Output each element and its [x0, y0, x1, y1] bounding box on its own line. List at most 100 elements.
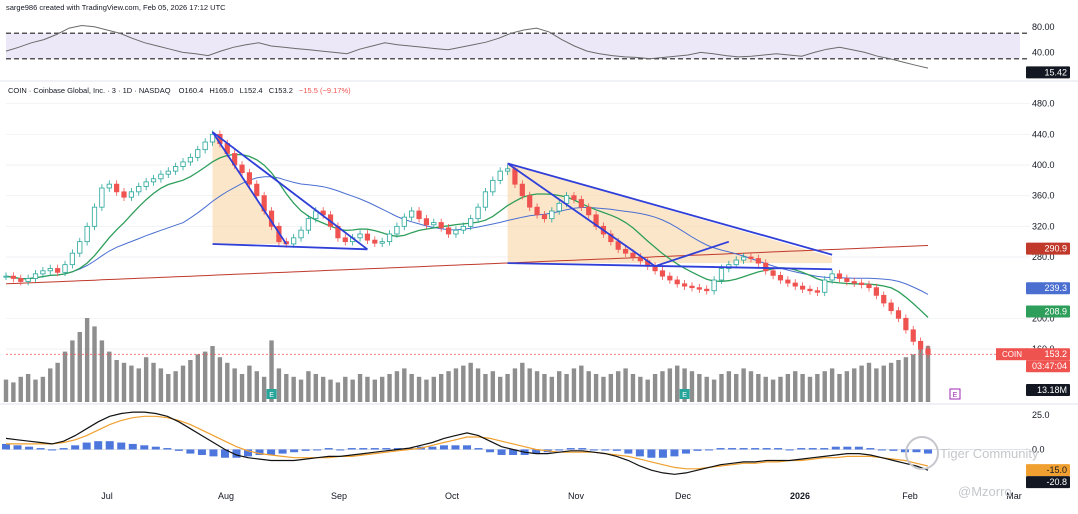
candle-body	[659, 270, 666, 277]
candle-body	[925, 348, 931, 355]
volume-bar	[741, 368, 746, 402]
volume-bar	[239, 374, 245, 402]
candle-body	[918, 340, 924, 350]
macd-hist-bar	[301, 449, 310, 451]
candle-body	[416, 210, 422, 220]
volume-bar	[40, 376, 46, 402]
candle-body	[180, 161, 186, 167]
volume-bar	[881, 365, 886, 402]
rsi-tick-40: 40.00	[1032, 47, 1055, 57]
volume-bar	[180, 365, 186, 402]
candle-body	[586, 206, 592, 216]
event-marker-label: E	[953, 392, 958, 399]
macd-hist-bar	[2, 443, 10, 450]
macd-hist-bar	[105, 441, 114, 450]
volume-bar	[151, 362, 156, 402]
handle-watermark: @Mzorro	[958, 484, 1012, 499]
volume-bar	[734, 374, 739, 402]
macd-hist-bar	[785, 449, 794, 451]
volume-bar	[387, 374, 392, 402]
volume-bar	[394, 371, 400, 402]
volume-bar	[431, 376, 437, 402]
volume-bar	[852, 368, 857, 402]
macd-hist-bar	[347, 448, 356, 450]
macd-hist-bar	[267, 449, 276, 455]
price-tick-4: 320.0	[1032, 221, 1055, 231]
candle-body	[394, 225, 400, 235]
countdown-badge-bg	[1026, 360, 1070, 373]
candle-body	[158, 173, 164, 180]
volume-bar	[689, 371, 695, 402]
volume-bar	[822, 371, 827, 402]
candle-body	[357, 233, 363, 239]
candle-body	[77, 241, 83, 254]
volume-bar	[195, 354, 200, 402]
macd-signal-badge: -15.0	[1046, 465, 1067, 475]
macd-line	[5, 411, 929, 475]
macd-hist-bar	[635, 449, 644, 457]
candle-body	[807, 288, 813, 292]
volume-bar	[350, 379, 355, 402]
candle-body	[667, 275, 673, 281]
candle-body	[504, 168, 511, 172]
triangle-right-lower	[507, 262, 833, 271]
volume-bar	[254, 371, 259, 402]
volume-bar	[188, 360, 193, 402]
volume-bar	[33, 379, 38, 402]
candle-body	[468, 218, 474, 227]
candle-body	[165, 170, 171, 175]
volume-bar	[446, 371, 451, 402]
candle-body	[733, 259, 739, 266]
volume-bar	[99, 340, 105, 402]
volume-bar	[925, 346, 931, 402]
candle-body	[563, 195, 570, 204]
event-marker	[266, 389, 277, 399]
volume-bar	[210, 346, 215, 402]
macd-hist-bar	[128, 443, 137, 450]
macd-hist-bar	[393, 448, 402, 450]
macd-hist-bar	[555, 449, 564, 451]
volume-bar	[379, 376, 385, 402]
macd-hist-bar	[186, 449, 195, 454]
candle-body	[829, 273, 835, 281]
rsi-value-badge: 15.42	[1044, 67, 1067, 77]
volume-bar	[557, 371, 562, 402]
macd-hist-bar	[716, 448, 725, 450]
volume-bar	[675, 365, 680, 402]
candle-body	[128, 191, 134, 198]
candle-body	[55, 268, 61, 273]
volume-bar	[114, 360, 119, 402]
candle-body	[851, 281, 857, 284]
macd-hist-bar	[174, 449, 183, 451]
macd-hist-bar	[658, 449, 667, 458]
volume-bar	[424, 379, 429, 402]
candle-body	[881, 294, 887, 304]
macd-hist-bar	[647, 449, 656, 458]
volume-bar	[505, 374, 510, 402]
candle-body	[3, 275, 9, 278]
candle-body	[482, 191, 489, 208]
candle-body	[423, 218, 430, 226]
candle-body	[453, 229, 459, 235]
candle-body	[409, 210, 415, 218]
triangle-right-leg1	[507, 162, 656, 267]
candle-body	[445, 227, 452, 235]
volume-bar	[866, 362, 872, 402]
symbol-name: COIN · Coinbase Global, Inc. · 3 · 1D · …	[8, 86, 171, 95]
candle-body	[571, 195, 577, 200]
macd-hist-bar	[59, 448, 68, 450]
candle-body	[69, 252, 75, 266]
volume-bar	[630, 374, 636, 402]
macd-hist-bar	[313, 449, 322, 451]
volume-bar	[461, 365, 466, 402]
x-axis-label: Feb	[902, 491, 918, 501]
candle-body	[150, 178, 157, 183]
volume-bar	[468, 362, 473, 402]
volume-bar	[542, 374, 547, 402]
event-marker-label: E	[682, 392, 687, 399]
volume-bar	[70, 340, 75, 402]
volume-bar	[571, 368, 577, 402]
volume-bar	[143, 357, 149, 402]
price-tick-5: 280.0	[1032, 252, 1055, 262]
triangle-right-upper	[507, 162, 833, 256]
